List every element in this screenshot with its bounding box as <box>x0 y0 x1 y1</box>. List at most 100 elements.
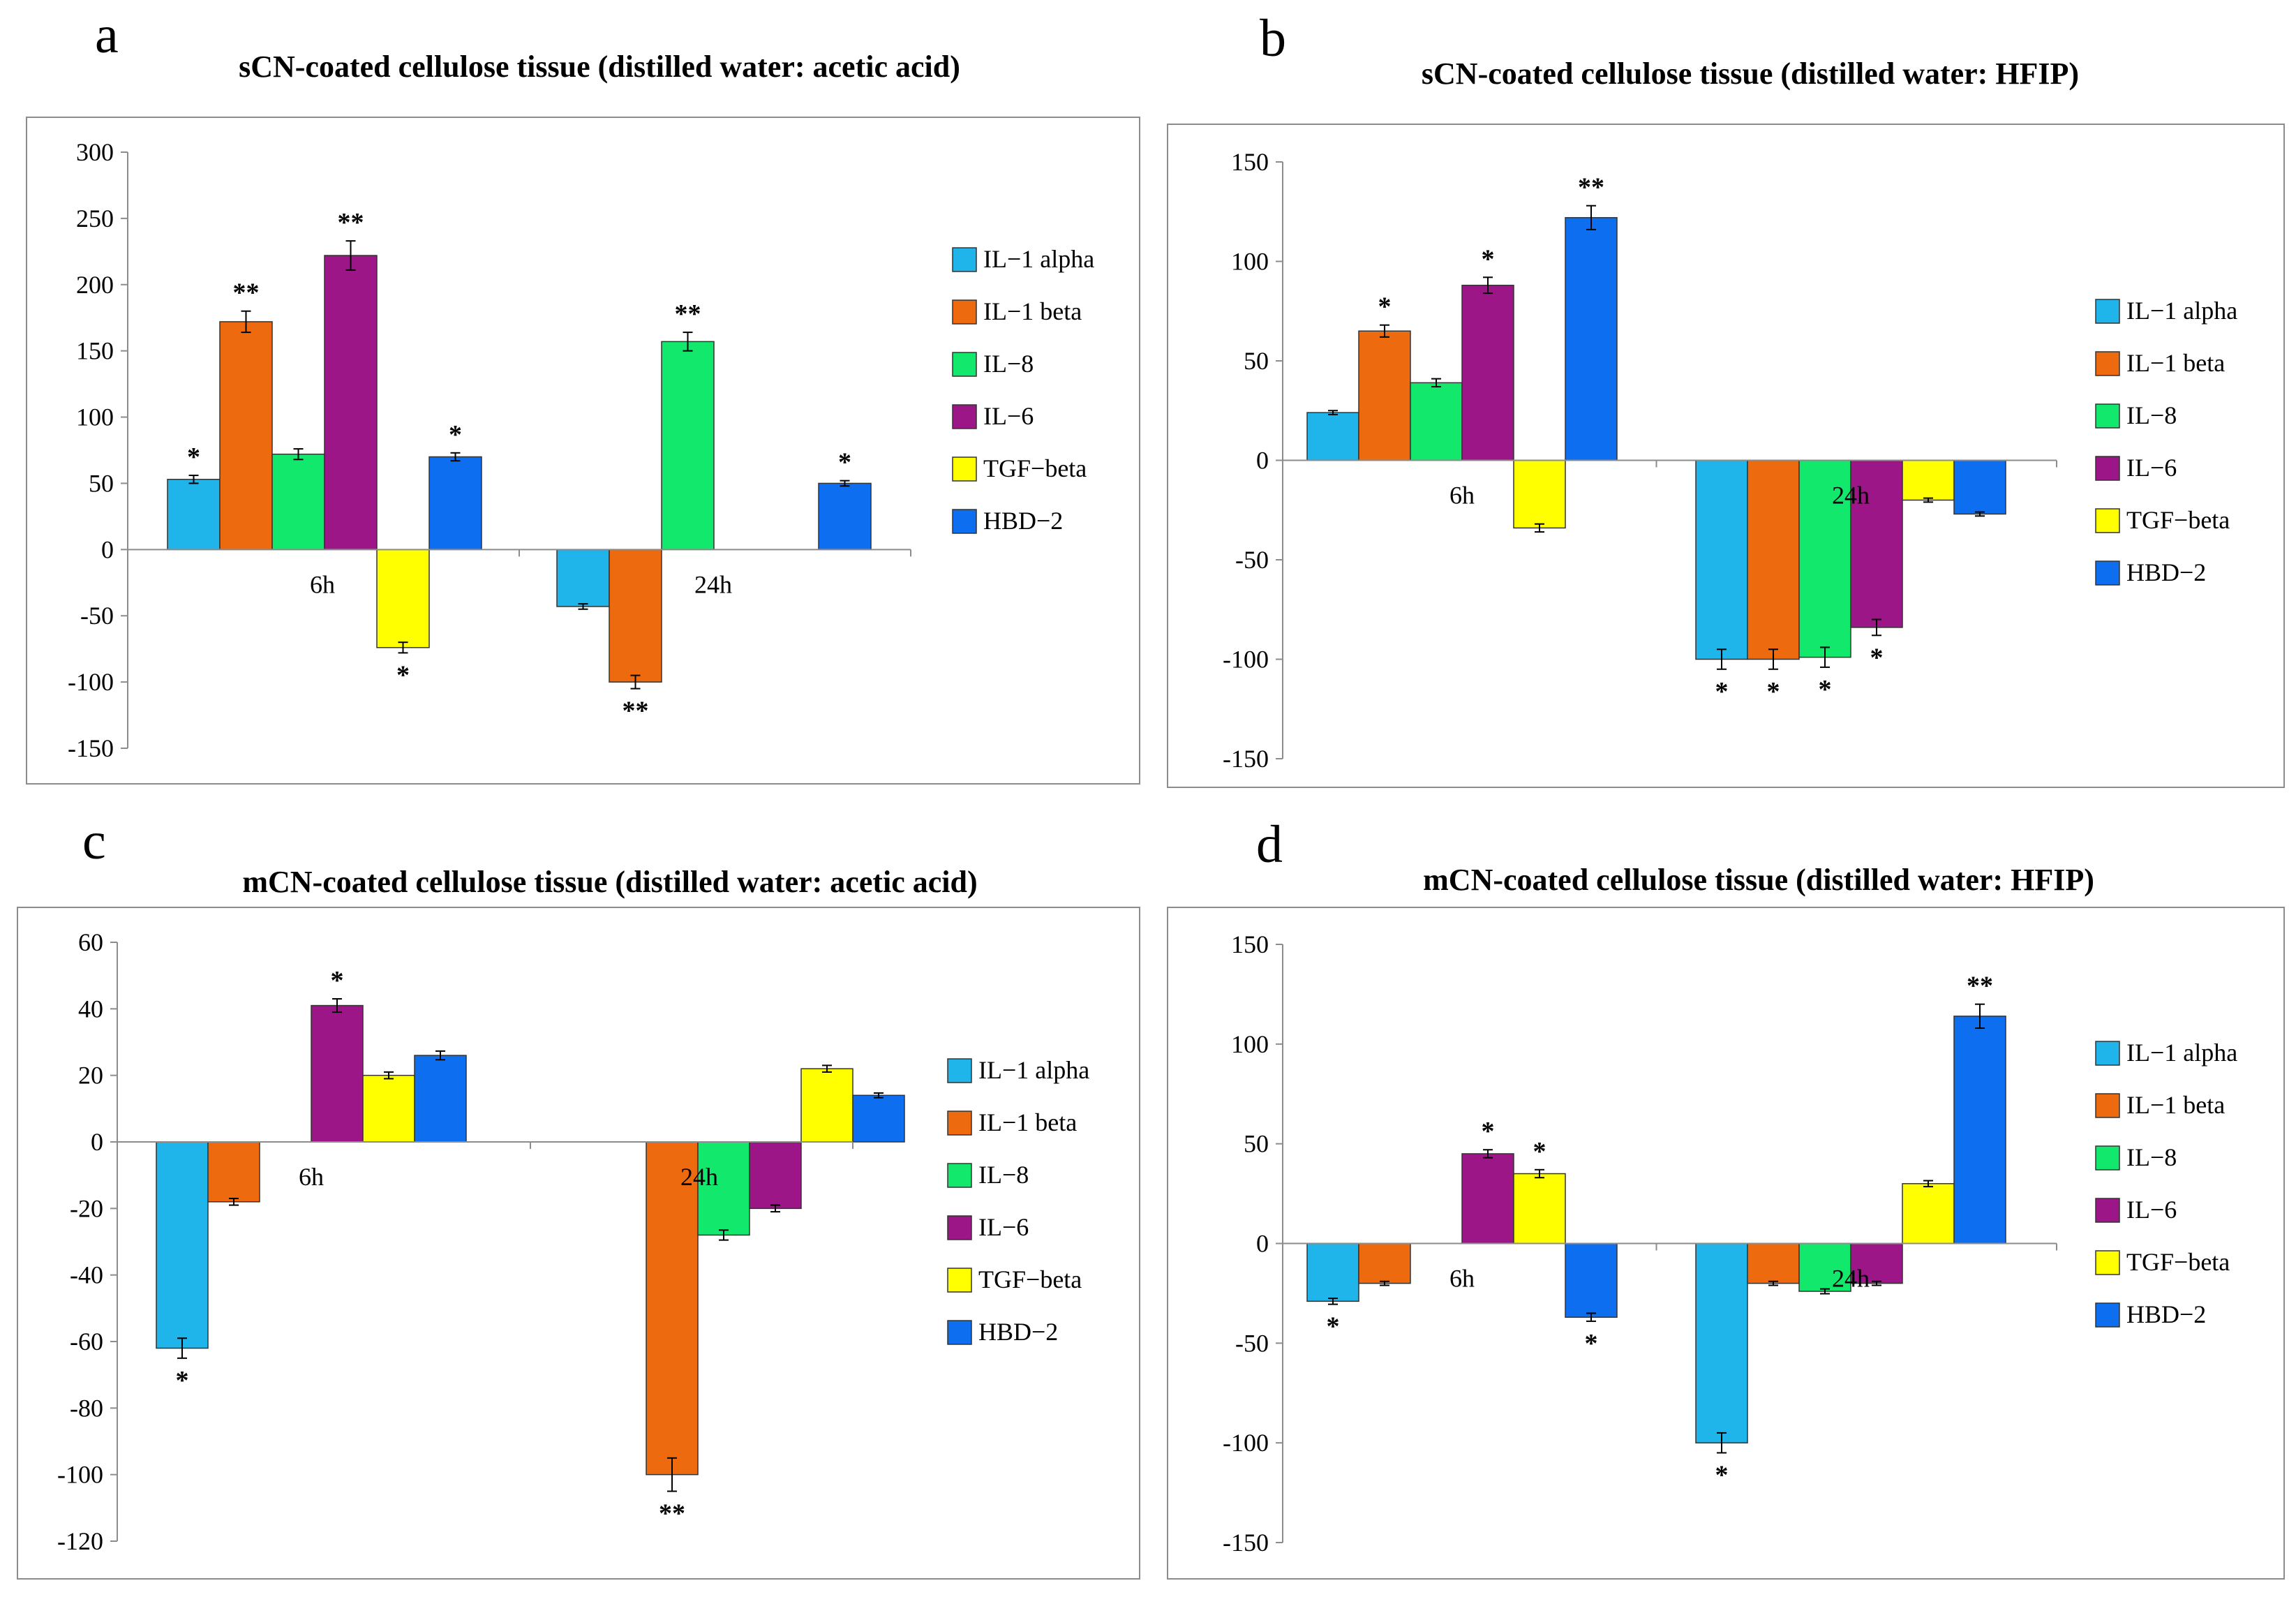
bar <box>1902 1183 1955 1245</box>
panel-letter-b: b <box>1260 9 1286 68</box>
bar <box>1358 330 1411 461</box>
bar <box>414 1055 467 1143</box>
significance-marker: * <box>1819 675 1832 704</box>
significance-marker: ** <box>338 208 364 237</box>
bar <box>1358 1242 1411 1284</box>
significance-marker: ** <box>675 299 701 329</box>
bar <box>800 1068 853 1143</box>
y-tick-label: 150 <box>76 337 114 365</box>
y-tick-label: -60 <box>70 1328 103 1355</box>
bar <box>428 456 482 551</box>
y-tick-label: -120 <box>57 1527 103 1555</box>
legend-swatch <box>2095 1198 2120 1223</box>
y-tick-label: -150 <box>68 734 114 762</box>
bar <box>376 549 430 648</box>
bar <box>661 341 715 551</box>
legend-label: IL−1 alpha <box>2126 297 2237 325</box>
bar <box>167 479 221 551</box>
legend-label: HBD−2 <box>2126 558 2206 586</box>
significance-marker: * <box>396 660 410 690</box>
y-tick-label: 200 <box>76 271 114 299</box>
legend-swatch <box>2095 1093 2120 1118</box>
bar <box>1461 284 1514 461</box>
legend-swatch <box>947 1215 972 1240</box>
y-tick-label: 100 <box>76 403 114 431</box>
bar <box>207 1141 260 1203</box>
legend-d: IL−1 alpha IL−1 beta IL−8 IL−6 TGF−beta HBD−2 <box>2095 1039 2237 1328</box>
legend-label: HBD−2 <box>978 1318 1058 1346</box>
y-tick-label: 0 <box>91 1128 103 1156</box>
bar <box>219 321 273 551</box>
bar <box>1306 412 1359 461</box>
significance-marker: ** <box>1967 972 1993 1001</box>
legend-swatch <box>2095 1250 2120 1275</box>
legend-label: IL−1 alpha <box>983 245 1094 273</box>
y-tick-label: 0 <box>1256 1230 1269 1258</box>
legend-swatch <box>947 1058 972 1083</box>
legend-swatch <box>2095 456 2120 481</box>
bar <box>852 1094 905 1143</box>
category-label: 6h <box>299 1163 324 1191</box>
legend-label: IL−6 <box>2126 1196 2177 1224</box>
plot-area-a: 300250200150100500-50-100-150***********… <box>68 138 911 762</box>
y-tick-label: 50 <box>1244 347 1269 375</box>
y-tick-label: 50 <box>1244 1130 1269 1158</box>
y-tick-label: -100 <box>57 1461 103 1489</box>
legend-swatch <box>952 456 977 482</box>
category-label: 24h <box>694 570 732 598</box>
legend-label: IL−1 beta <box>2126 349 2225 377</box>
legend-swatch <box>947 1268 972 1293</box>
bar <box>271 453 325 551</box>
bar <box>1747 459 1800 660</box>
y-tick-label: -40 <box>70 1261 103 1289</box>
bar <box>1695 459 1748 660</box>
legend-swatch <box>2095 403 2120 429</box>
legend-swatch <box>947 1320 972 1345</box>
y-tick-label: 0 <box>1256 447 1269 475</box>
category-label: 6h <box>1449 1265 1475 1293</box>
y-tick-label: 300 <box>76 138 114 166</box>
bar <box>1513 459 1566 529</box>
bar <box>1565 1242 1618 1318</box>
panel-d: d mCN-coated cellulose tissue (distilled… <box>1167 815 2285 1580</box>
significance-marker: * <box>1482 1117 1495 1146</box>
category-label: 6h <box>310 570 335 598</box>
significance-marker: * <box>1585 1329 1598 1358</box>
legend-swatch <box>947 1111 972 1136</box>
legend-label: TGF−beta <box>983 454 1087 482</box>
legend-swatch <box>2095 351 2120 376</box>
significance-marker: * <box>1482 244 1495 274</box>
legend-label: HBD−2 <box>2126 1300 2206 1328</box>
significance-marker: * <box>1378 292 1392 322</box>
legend-swatch <box>2095 1041 2120 1066</box>
legend-label: TGF−beta <box>978 1265 1082 1293</box>
legend-a: IL−1 alpha IL−1 beta IL−8 IL−6 TGF−beta HBD−2 <box>952 245 1094 535</box>
significance-marker: ** <box>623 697 649 726</box>
y-tick-label: 100 <box>1231 1030 1269 1058</box>
category-label: 6h <box>1449 482 1475 510</box>
legend-label: IL−1 alpha <box>978 1056 1089 1084</box>
bar <box>1306 1242 1359 1302</box>
panel-letter-c: c <box>82 812 106 870</box>
bar <box>324 255 378 551</box>
bar <box>749 1141 802 1210</box>
legend-label: IL−6 <box>983 402 1034 430</box>
significance-marker: * <box>1870 643 1884 672</box>
legend-label: IL−6 <box>978 1213 1029 1241</box>
y-tick-label: 60 <box>78 928 103 956</box>
y-tick-label: -150 <box>1223 1529 1269 1557</box>
panel-letter-d: d <box>1256 815 1283 874</box>
significance-marker: * <box>1327 1312 1340 1342</box>
y-tick-label: 150 <box>1231 148 1269 176</box>
legend-label: IL−1 beta <box>978 1108 1077 1136</box>
bar <box>1953 1016 2006 1245</box>
panel-title-b: sCN-coated cellulose tissue (distilled w… <box>1422 57 2079 91</box>
legend-label: IL−8 <box>2126 401 2177 429</box>
y-tick-label: 40 <box>78 995 103 1023</box>
bar <box>1850 1242 1903 1284</box>
legend-label: TGF−beta <box>2126 1248 2230 1276</box>
panel-letter-a: a <box>95 6 119 64</box>
legend-swatch <box>2095 299 2120 324</box>
